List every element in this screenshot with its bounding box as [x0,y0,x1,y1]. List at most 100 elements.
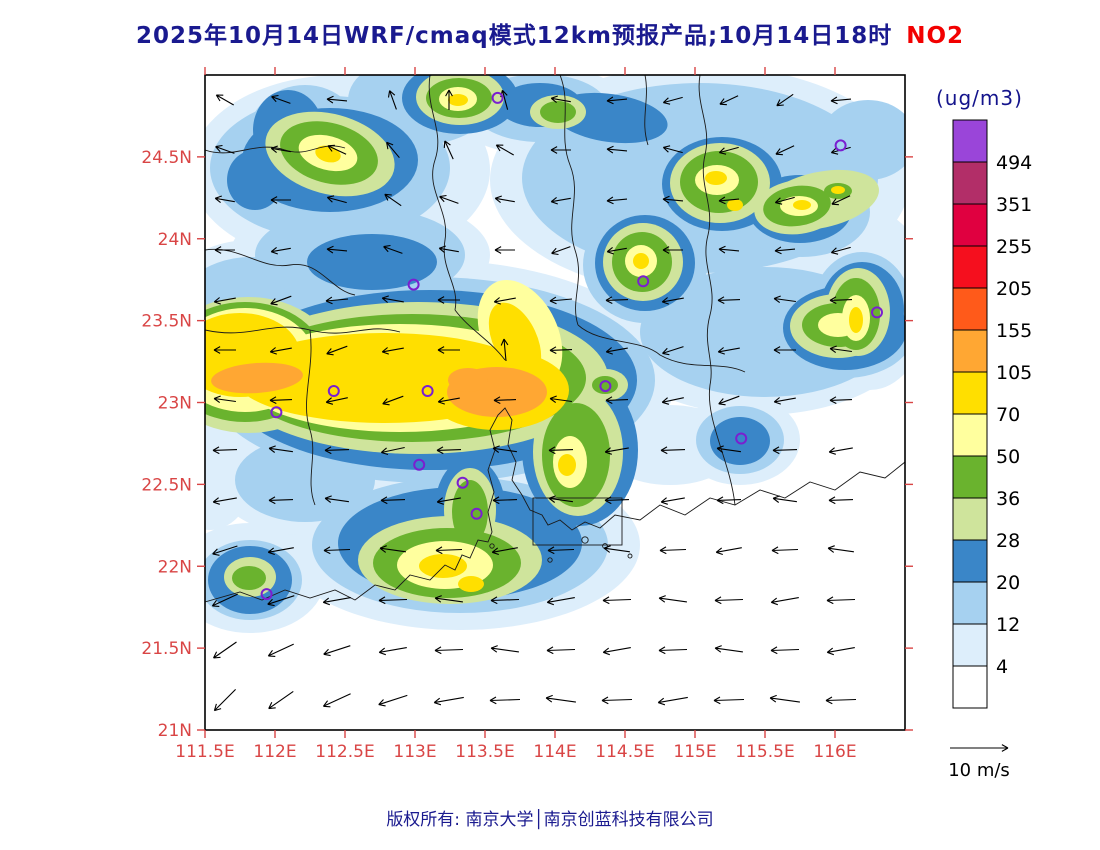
wind-arrow [493,396,517,404]
wind-reference: 10 m/s [948,744,1010,781]
station-markers [260,91,883,601]
wind-arrow [606,96,628,105]
wind-arrow [551,246,571,256]
wind-arrow [774,246,796,255]
wind-arrow [268,445,293,453]
wind-arrow [662,96,683,105]
lat-label: 23N [158,394,192,414]
colorbar-segment-green [952,455,988,499]
wind-arrow [830,96,852,105]
admin-border [644,75,649,146]
wind-arrow [713,696,745,705]
wind-arrow [658,646,688,655]
wind-arrow [434,595,463,603]
wind-arrow [213,395,236,404]
lon-label: 115E [673,742,716,762]
contour-region-yellow [419,554,467,578]
wind-arrow [380,496,406,505]
wind-arrow [326,345,348,356]
wind-arrow [718,245,740,254]
wind-arrow [769,694,800,703]
wind-arrow [715,547,742,556]
station-marker [637,275,650,288]
wind-arrow [213,641,237,659]
wind-arrow [267,643,294,657]
colorbar-label: 12 [996,614,1020,636]
contour-region-paleblue [205,410,255,530]
colorbar-label: 205 [996,278,1032,300]
lon-label: 113.5E [455,742,514,762]
wind-arrow [550,196,571,205]
wind-arrow [379,545,406,553]
wind-arrow [603,545,630,553]
wind-arrow [378,647,407,656]
wind-arrow [214,246,235,254]
wind-arrow [660,446,686,455]
station-marker [599,380,612,393]
admin-border [428,75,457,311]
wind-arrow [269,396,293,404]
wind-arrow [435,546,463,555]
contour-region-green [232,566,266,590]
contour-region-yellow [448,94,468,106]
lon-label: 113E [393,742,436,762]
station-marker [456,476,469,489]
wind-arrow [323,546,351,555]
wind-arrow [268,690,294,710]
island [489,543,495,549]
wind-arrow [716,496,742,505]
wind-arrow [604,496,630,505]
contour-region-orange [211,362,303,394]
wind-arrow [770,597,799,606]
island [547,557,553,563]
wind-arrow [383,244,403,254]
wind-arrow [718,196,740,205]
wind-ref-label: 10 m/s [948,760,1010,781]
lat-label: 23.5N [141,312,192,332]
lat-label: 21N [158,721,192,741]
wind-arrow [602,647,631,656]
wind-arrow [605,296,629,304]
wind-arrow [606,246,627,255]
wind-arrow [661,397,684,405]
wind-arrow [500,338,509,362]
wind-arrow [213,297,236,305]
wind-arrow [545,694,576,703]
island [581,536,589,544]
admin-border [559,75,579,326]
colorbar-label: 105 [996,362,1032,384]
lon-label: 116E [813,742,856,762]
wind-arrow [270,196,291,204]
station-marker [327,385,340,397]
wind-arrow [719,95,739,106]
station-marker [421,385,434,397]
colorbar-segment-orangered [952,287,988,331]
wind-arrow [548,495,573,503]
wind-arrow [386,141,400,159]
wind-arrow [268,496,294,505]
contour-region-yellow [488,302,542,378]
wind-arrow [437,296,460,304]
wind-arrow [549,395,572,404]
admin-border [205,145,346,154]
wind-arrow [604,447,629,455]
station-marker [413,458,426,471]
contour-region-yellow [793,200,811,210]
units-label: (ug/m3) [936,86,1023,110]
wind-arrow [829,345,852,354]
colorbar-label: 20 [996,572,1020,594]
wind-arrow [434,646,464,655]
lon-label: 111.5E [175,742,234,762]
wind-arrow [549,346,573,354]
wind-arrow [547,546,575,555]
admin-border [577,324,746,373]
station-marker [407,278,420,291]
wind-arrow [770,646,800,655]
wind-arrow [773,295,796,304]
wind-arrow [714,596,744,605]
wind-arrow [326,245,348,254]
wind-arrow [270,246,291,255]
wind-arrow [773,397,796,405]
wind-arrow [436,446,462,455]
